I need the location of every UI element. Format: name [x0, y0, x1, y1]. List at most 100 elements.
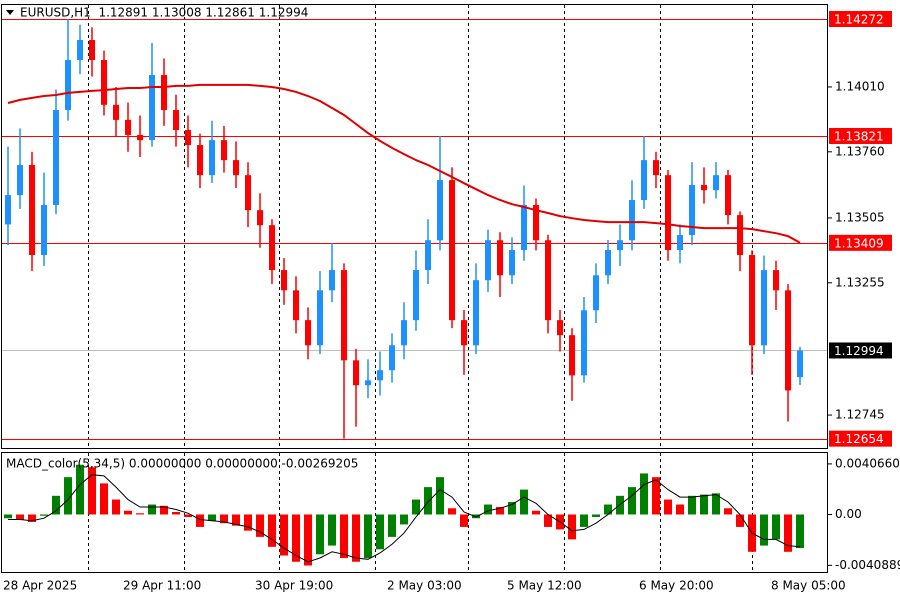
candle-body	[269, 225, 275, 271]
macd-bar	[796, 514, 804, 549]
macd-bar	[376, 514, 384, 550]
macd-bar	[160, 505, 168, 515]
macd-bar	[364, 514, 372, 559]
candle-body	[353, 360, 359, 386]
candle-body	[521, 204, 527, 251]
candle-body	[329, 270, 335, 291]
y-tick-label: 1.13760	[835, 144, 885, 158]
candle-body	[593, 275, 599, 311]
macd-bar	[148, 504, 156, 515]
macd-bar	[196, 514, 204, 527]
candle-body	[425, 240, 431, 271]
candle-body	[437, 180, 443, 241]
macd-bar	[616, 495, 624, 515]
candle-body	[209, 140, 215, 176]
y-tick-label: 1.14010	[835, 79, 885, 93]
macd-bar	[220, 514, 228, 524]
chart-title: EURUSD,H1 1.12891 1.13008 1.12861 1.1299…	[20, 6, 308, 20]
macd-bar	[400, 514, 408, 525]
candle-body	[473, 280, 479, 346]
candle-body	[281, 270, 287, 291]
macd-bar	[688, 495, 696, 515]
candle-body	[257, 210, 263, 226]
macd-bar	[436, 477, 444, 515]
macd-bar	[532, 510, 540, 515]
macd-title: MACD_color(5,34,5) 0.00000000 0.00000000…	[6, 457, 358, 471]
x-tick-label: 2 May 03:00	[387, 579, 462, 593]
macd-bar	[640, 473, 648, 515]
x-tick-label: 5 May 12:00	[507, 579, 582, 593]
price-label: 1.13821	[834, 129, 884, 143]
macd-bar	[100, 483, 108, 515]
candle-body	[665, 175, 671, 251]
macd-frame	[1, 452, 828, 573]
price-label-box	[829, 11, 892, 28]
candle-body	[293, 290, 299, 321]
macd-bar	[112, 499, 120, 515]
macd-bar	[292, 514, 300, 562]
candle-body	[185, 130, 191, 146]
candle-body	[749, 255, 755, 346]
candle-body	[53, 110, 59, 205]
candle-body	[569, 335, 575, 376]
macd-bar	[316, 514, 324, 555]
macd-bar	[592, 514, 600, 517]
macd-bar	[340, 514, 348, 559]
candle-body	[497, 240, 503, 276]
macd-bar	[52, 495, 60, 515]
macd-bar	[4, 514, 12, 519]
candle-body	[377, 370, 383, 381]
macd-bar	[172, 511, 180, 515]
macd-bar	[424, 487, 432, 515]
candle-body	[77, 40, 83, 60]
candle-body	[509, 250, 515, 276]
macd-bar	[508, 502, 516, 515]
y-tick-label: 0.00	[835, 507, 862, 521]
candle-body	[29, 165, 35, 256]
signal-line	[8, 474, 801, 563]
candle-body	[641, 160, 647, 201]
candle-body	[65, 59, 71, 111]
macd-bar	[448, 508, 456, 515]
macd-bar	[484, 504, 492, 515]
y-tick-label: 1.13255	[835, 275, 885, 289]
candle-body	[245, 175, 251, 211]
moving-average	[7, 83, 801, 244]
macd-bar	[736, 514, 744, 527]
macd-bar	[568, 514, 576, 540]
candle-body	[89, 40, 95, 60]
macd-bar	[784, 514, 792, 552]
candle-body	[149, 75, 155, 141]
candle-body	[113, 104, 119, 120]
macd-bar	[64, 477, 72, 515]
candle-body	[413, 270, 419, 321]
macd-bar	[244, 514, 252, 531]
menu-arrow[interactable]	[6, 10, 14, 15]
candle-body	[17, 165, 23, 196]
macd-bar	[712, 493, 720, 515]
candle-body	[533, 204, 539, 241]
macd-bar	[664, 499, 672, 515]
candle-body	[317, 290, 323, 346]
macd-bar	[232, 514, 240, 526]
x-tick-label: 30 Apr 19:00	[255, 579, 333, 593]
x-tick-label: 29 Apr 11:00	[123, 579, 201, 593]
candle-body	[797, 350, 803, 378]
macd-bar	[16, 514, 24, 520]
macd-bar	[628, 487, 636, 515]
macd-bar	[208, 514, 216, 521]
candle-body	[581, 310, 587, 376]
candle-body	[401, 320, 407, 346]
x-tick-label: 6 May 20:00	[639, 579, 714, 593]
candle-body	[137, 134, 143, 141]
candle-body	[605, 250, 611, 276]
macd-bar	[268, 514, 276, 547]
price-label-box	[829, 430, 892, 447]
candle-body	[737, 215, 743, 256]
y-tick-label: 0.0040660	[835, 456, 900, 470]
candle-body	[341, 270, 347, 361]
candle-body	[689, 185, 695, 236]
macd-bar	[544, 514, 552, 527]
